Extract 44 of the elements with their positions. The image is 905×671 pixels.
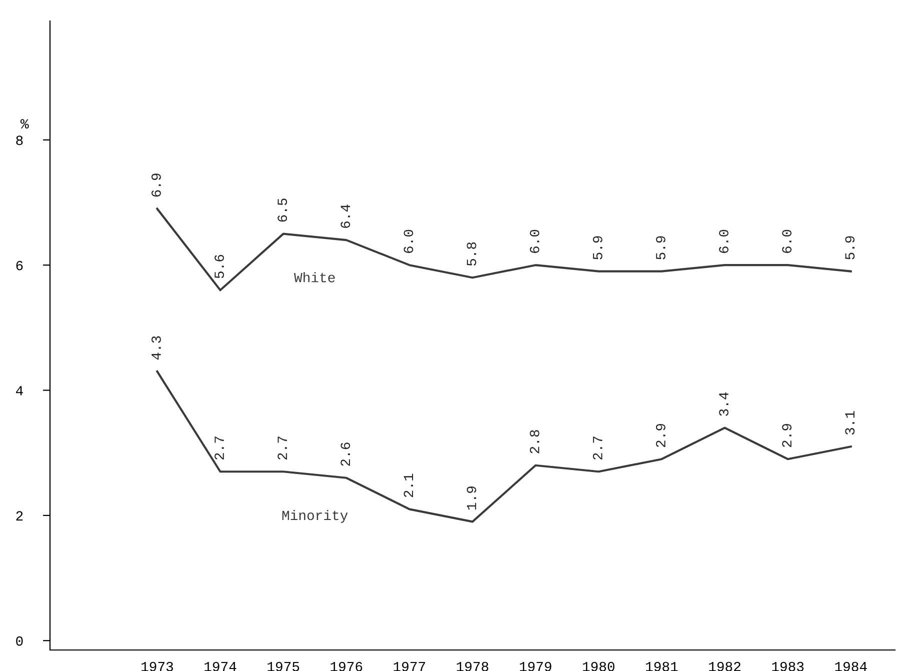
data-label: 2.7 [278, 436, 287, 460]
data-label: 6.4 [340, 204, 350, 228]
y-tick-label: 0 [16, 636, 23, 646]
y-tick-label: 8 [16, 136, 23, 146]
x-tick-label: 1975 [268, 662, 300, 671]
y-axis-title: % [20, 119, 29, 128]
x-tick-label: 1978 [456, 662, 488, 671]
data-label: 4.3 [152, 336, 161, 360]
data-label: 2.9 [656, 424, 666, 448]
data-label: 6.0 [719, 230, 728, 253]
data-label: 6.0 [404, 230, 414, 253]
y-tick-label: 2 [16, 511, 23, 520]
data-label: 2.6 [340, 442, 350, 466]
data-label: 6.5 [278, 198, 288, 222]
x-tick-label: 1983 [772, 662, 804, 671]
x-tick-label: 1979 [520, 662, 552, 671]
data-label: 2.7 [592, 436, 602, 460]
x-tick-label: 1980 [582, 662, 614, 671]
data-label: 1.9 [466, 486, 476, 510]
x-tick-label: 1982 [709, 662, 740, 671]
text: Minority [282, 510, 348, 523]
data-label: 3.4 [719, 392, 728, 416]
data-label: 5.9 [592, 236, 602, 260]
data-label: 2.8 [530, 430, 540, 454]
x-tick-label: 1974 [204, 662, 236, 671]
x-tick-label: 1976 [330, 662, 362, 671]
x-tick-label: 1984 [835, 662, 867, 671]
data-label: 6.0 [530, 230, 540, 253]
data-label: 2.7 [214, 436, 224, 460]
text: White [294, 272, 335, 282]
y-tick-label: 4 [16, 386, 23, 396]
data-label: 2.1 [404, 474, 414, 498]
data-label: 3.1 [845, 411, 855, 435]
x-tick-label: 1981 [646, 662, 678, 671]
data-label: 6.0 [782, 230, 792, 253]
data-label: 5.8 [466, 242, 476, 266]
data-label: 6.9 [152, 174, 161, 197]
data-label: 5.9 [656, 236, 666, 260]
x-tick-label: 1977 [394, 662, 426, 671]
data-label: 2.9 [782, 424, 792, 448]
data-label: 5.9 [845, 236, 855, 260]
x-tick-label: 1973 [142, 662, 173, 671]
data-label: 5.6 [214, 254, 224, 278]
y-tick-label: 6 [16, 260, 23, 270]
